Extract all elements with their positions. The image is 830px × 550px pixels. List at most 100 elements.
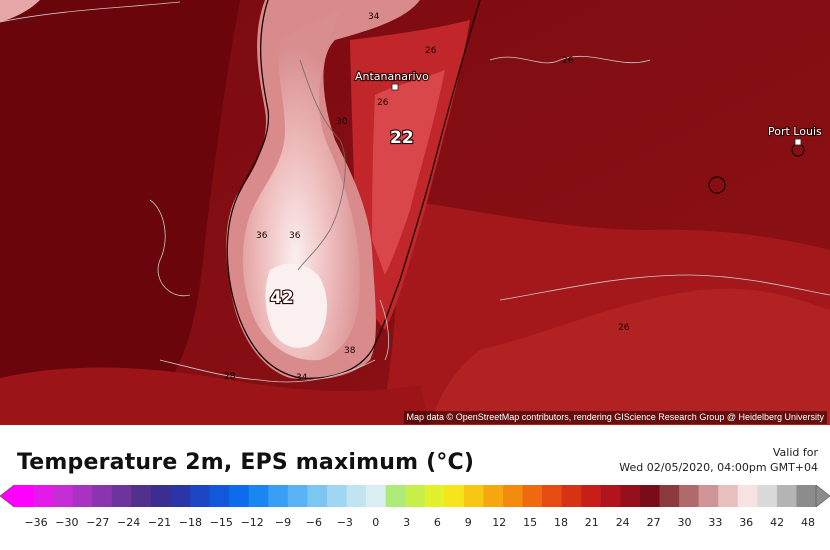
scale-tick-label: 30 xyxy=(677,516,692,529)
scale-swatch xyxy=(796,485,817,507)
scale-swatch xyxy=(287,485,308,507)
scale-swatch xyxy=(248,485,269,507)
scale-swatch xyxy=(209,485,230,507)
scale-tick-label: −18 xyxy=(178,516,202,529)
scale-tick-label: 33 xyxy=(708,516,723,529)
scale-swatch xyxy=(503,485,524,507)
scale-swatch xyxy=(268,485,289,507)
scale-swatch xyxy=(53,485,74,507)
contour-value-label: 26 xyxy=(425,46,437,56)
scale-swatch xyxy=(561,485,582,507)
contour-line xyxy=(159,359,376,383)
contour-value-label: 34 xyxy=(296,373,308,383)
port-louis-marker[interactable] xyxy=(794,138,802,146)
scale-swatch xyxy=(72,485,93,507)
scale-tick-label: −6 xyxy=(305,516,322,529)
map-attribution[interactable]: Map data © OpenStreetMap contributors, r… xyxy=(403,411,827,424)
scale-swatch xyxy=(170,485,191,507)
scale-swatch xyxy=(131,485,152,507)
reunion-island xyxy=(708,176,726,194)
scale-tick-label: 6 xyxy=(433,516,441,529)
contour-value-label: 34 xyxy=(368,12,380,22)
scale-swatch xyxy=(190,485,211,507)
scale-tick-label: 0 xyxy=(372,516,380,529)
place-label-antananarivo: Antananarivo xyxy=(355,70,429,83)
contour-line xyxy=(489,56,651,64)
scale-swatch xyxy=(229,485,250,507)
temperature-map[interactable]: Antananarivo Port Louis 34 26 26 26 30 3… xyxy=(0,0,830,425)
maximum-value-label: 42 xyxy=(270,288,294,308)
scale-swatch xyxy=(346,485,367,507)
northwest-land-hotspot xyxy=(0,0,40,22)
scale-tick-label: 9 xyxy=(464,516,472,529)
scale-swatch xyxy=(444,485,465,507)
scale-swatch xyxy=(14,485,35,507)
scale-swatch xyxy=(639,485,661,507)
scale-tick-label: 24 xyxy=(615,516,630,529)
color-scale-bar xyxy=(0,485,830,507)
scale-left-arrow xyxy=(0,485,15,507)
scale-swatch xyxy=(111,485,132,507)
scale-tick-label: 18 xyxy=(554,516,568,529)
scale-tick-label: 48 xyxy=(801,516,815,529)
scale-swatch xyxy=(698,485,719,507)
valid-time: Wed 02/05/2020, 04:00pm GMT+04 xyxy=(619,461,818,474)
scale-right-arrow xyxy=(815,485,830,507)
madagascar-coastline xyxy=(226,0,481,379)
south-sea-zone xyxy=(0,367,430,425)
legend-title: Temperature 2m, EPS maximum (°C) xyxy=(17,450,475,475)
contour-line xyxy=(0,1,181,23)
scale-swatch xyxy=(92,485,113,507)
scale-swatch xyxy=(366,485,387,507)
scale-tick-label: −36 xyxy=(24,516,48,529)
southeast-sea-zone xyxy=(430,288,830,425)
scale-swatch xyxy=(776,485,797,507)
contour-value-label: 26 xyxy=(562,56,574,66)
scale-swatch xyxy=(424,485,445,507)
scale-tick-label: −9 xyxy=(274,516,292,529)
place-label-port-louis: Port Louis xyxy=(768,125,822,138)
scale-swatch xyxy=(405,485,426,507)
color-scale-ticks: −36 −30 −27 −24 −21 −18 −15 −12 −9 −6 −3 0 3 6 9 12 15 18… xyxy=(0,516,830,532)
antananarivo-marker[interactable] xyxy=(391,83,399,91)
scale-swatch xyxy=(757,485,778,507)
southwest-hot-patch xyxy=(265,263,327,348)
contour-value-label: 36 xyxy=(289,231,301,241)
scale-tick-label: 15 xyxy=(523,516,538,529)
contour-line xyxy=(379,299,390,361)
scale-tick-label: −27 xyxy=(86,516,110,529)
scale-tick-label: 42 xyxy=(770,516,785,529)
scale-swatch xyxy=(659,485,680,507)
scale-swatch xyxy=(718,485,739,507)
scale-tick-label: −15 xyxy=(209,516,233,529)
scale-swatch xyxy=(522,485,543,507)
scale-tick-label: −24 xyxy=(116,516,141,529)
scale-swatch xyxy=(542,485,563,507)
map-canvas[interactable]: Antananarivo Port Louis 34 26 26 26 30 3… xyxy=(0,0,830,425)
scale-swatch xyxy=(307,485,328,507)
minimum-value-label: 22 xyxy=(390,128,414,148)
scale-tick-label: −12 xyxy=(240,516,264,529)
scale-tick-label: −21 xyxy=(147,516,172,529)
contour-line xyxy=(499,274,830,301)
scale-tick-label: 27 xyxy=(646,516,661,529)
contour-value-label: 38 xyxy=(344,346,356,356)
scale-tick-label: 36 xyxy=(739,516,754,529)
contour-value-label: 36 xyxy=(256,231,268,241)
valid-for-label: Valid for xyxy=(772,446,818,459)
scale-tick-label: 21 xyxy=(584,516,599,529)
scale-swatch xyxy=(385,485,406,507)
contour-line xyxy=(149,199,191,297)
contour-value-label: 30 xyxy=(336,117,348,127)
scale-tick-label: −30 xyxy=(55,516,79,529)
east-coast-core xyxy=(372,70,445,275)
scale-swatch xyxy=(483,485,504,507)
admin-boundary xyxy=(297,59,346,271)
contour-value-label: 26 xyxy=(618,323,630,333)
legend-panel: Temperature 2m, EPS maximum (°C) Valid f… xyxy=(0,425,830,550)
scale-swatch xyxy=(737,485,758,507)
scale-tick-label: 3 xyxy=(403,516,411,529)
contour-value-label: 26 xyxy=(377,98,389,108)
scale-swatch xyxy=(679,485,700,507)
scale-swatch xyxy=(600,485,621,507)
